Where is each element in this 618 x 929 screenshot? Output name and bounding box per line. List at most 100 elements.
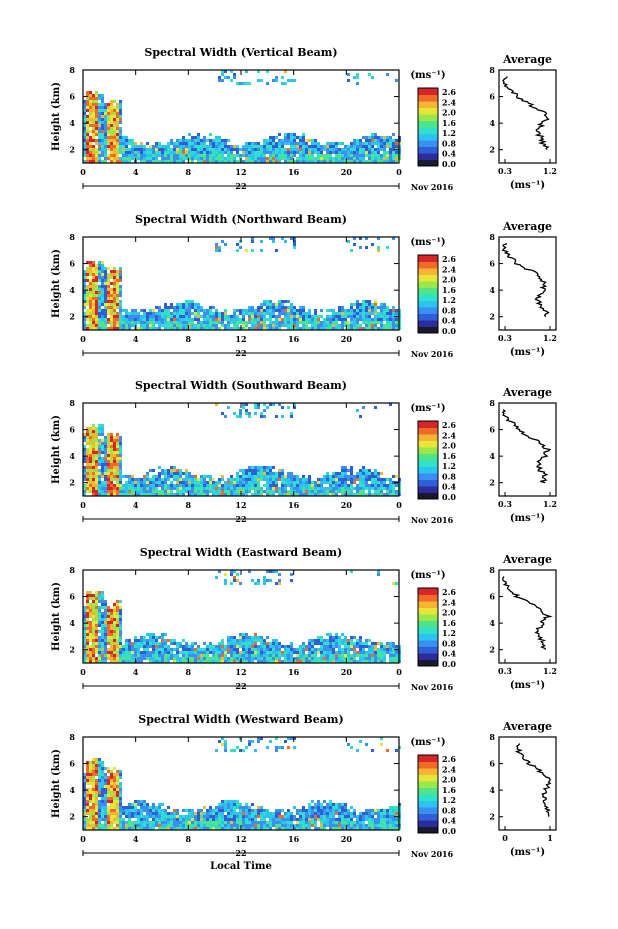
heatmap-cell <box>245 806 248 809</box>
heatmap-cell <box>149 318 152 321</box>
heatmap-cell <box>188 493 191 496</box>
heatmap-cell <box>239 82 242 85</box>
heatmap-cell <box>272 570 275 573</box>
heatmap-cell <box>239 469 242 472</box>
heatmap-cell <box>299 478 302 481</box>
heatmap-cell <box>191 481 194 484</box>
heatmap-cell <box>290 660 293 663</box>
heatmap-cell <box>95 267 98 270</box>
heatmap-cell <box>281 142 284 145</box>
heatmap-cell <box>212 157 215 160</box>
heatmap-cell <box>209 648 212 651</box>
heatmap-cell <box>119 827 122 830</box>
heatmap-cell <box>113 436 116 439</box>
heatmap-cell <box>101 451 104 454</box>
heatmap-cell <box>275 318 278 321</box>
heatmap-cell <box>146 642 149 645</box>
heatmap-cell <box>275 249 278 252</box>
heatmap-cell <box>107 294 110 297</box>
profile-title: Average <box>502 386 552 399</box>
heatmap-cell <box>89 639 92 642</box>
heatmap-cell <box>92 791 95 794</box>
heatmap-cell <box>278 642 281 645</box>
heatmap-cell <box>86 270 89 273</box>
heatmap-cell <box>230 654 233 657</box>
heatmap-cell <box>263 303 266 306</box>
heatmap-cell <box>296 160 299 163</box>
heatmap-cell <box>251 815 254 818</box>
heatmap-cell <box>209 481 212 484</box>
heatmap-cell <box>317 151 320 154</box>
heatmap-cell <box>95 154 98 157</box>
heatmap-cell <box>152 478 155 481</box>
heatmap-cell <box>344 642 347 645</box>
month-label: Nov 2016 <box>411 349 454 359</box>
heatmap-cell <box>206 818 209 821</box>
heatmap-cell <box>236 321 239 324</box>
heatmap-cell <box>257 812 260 815</box>
heatmap-cell <box>371 303 374 306</box>
heatmap-cell <box>110 457 113 460</box>
heatmap-cell <box>242 818 245 821</box>
heatmap-cell <box>98 442 101 445</box>
heatmap-cell <box>245 821 248 824</box>
heatmap-cell <box>245 824 248 827</box>
heatmap-cell <box>98 779 101 782</box>
heatmap-cell <box>260 151 263 154</box>
heatmap-cell <box>347 493 350 496</box>
heatmap-cell <box>86 603 89 606</box>
heatmap-cell <box>371 478 374 481</box>
heatmap-cell <box>86 806 89 809</box>
heatmap-cell <box>173 466 176 469</box>
heatmap-cell <box>119 115 122 118</box>
y-axis-label: Height (km) <box>51 82 62 151</box>
heatmap-cell <box>128 660 131 663</box>
heatmap-cell <box>308 139 311 142</box>
heatmap-cell <box>221 478 224 481</box>
heatmap-cell <box>125 142 128 145</box>
heatmap-cell <box>245 657 248 660</box>
heatmap-cell <box>308 327 311 330</box>
heatmap-cell <box>146 160 149 163</box>
heatmap-cell <box>371 318 374 321</box>
heatmap-cell <box>170 154 173 157</box>
heatmap-cell <box>218 812 221 815</box>
heatmap-cell <box>89 651 92 654</box>
heatmap-cell <box>95 318 98 321</box>
heatmap-cell <box>83 124 86 127</box>
colorbar-swatch <box>418 120 438 128</box>
heatmap-cell <box>392 654 395 657</box>
heatmap-cell <box>134 487 137 490</box>
heatmap-cell <box>224 315 227 318</box>
heatmap-cell <box>341 472 344 475</box>
heatmap-cell <box>104 115 107 118</box>
heatmap-cell <box>248 151 251 154</box>
heatmap-cell <box>119 291 122 294</box>
heatmap-cell <box>98 642 101 645</box>
heatmap-cell <box>167 478 170 481</box>
heatmap-cell <box>215 315 218 318</box>
heatmap-cell <box>245 157 248 160</box>
heatmap-cell <box>92 312 95 315</box>
heatmap-cell <box>224 151 227 154</box>
heatmap-cell <box>98 124 101 127</box>
heatmap-cell <box>86 475 89 478</box>
heatmap-cell <box>152 145 155 148</box>
heatmap-cell <box>326 639 329 642</box>
heatmap-cell <box>125 493 128 496</box>
heatmap-cell <box>389 487 392 490</box>
heatmap-cell <box>140 487 143 490</box>
heatmap-cell <box>158 806 161 809</box>
heatmap-cell <box>317 142 320 145</box>
heatmap-cell <box>371 472 374 475</box>
heatmap-cell <box>170 484 173 487</box>
heatmap-cell <box>107 112 110 115</box>
heatmap-cell <box>269 154 272 157</box>
heatmap-cell <box>107 118 110 121</box>
heatmap-cell <box>242 475 245 478</box>
heatmap-cell <box>155 478 158 481</box>
heatmap-cell <box>389 484 392 487</box>
heatmap-cell <box>89 794 92 797</box>
heatmap-cell <box>101 624 104 627</box>
heatmap-cell <box>197 151 200 154</box>
